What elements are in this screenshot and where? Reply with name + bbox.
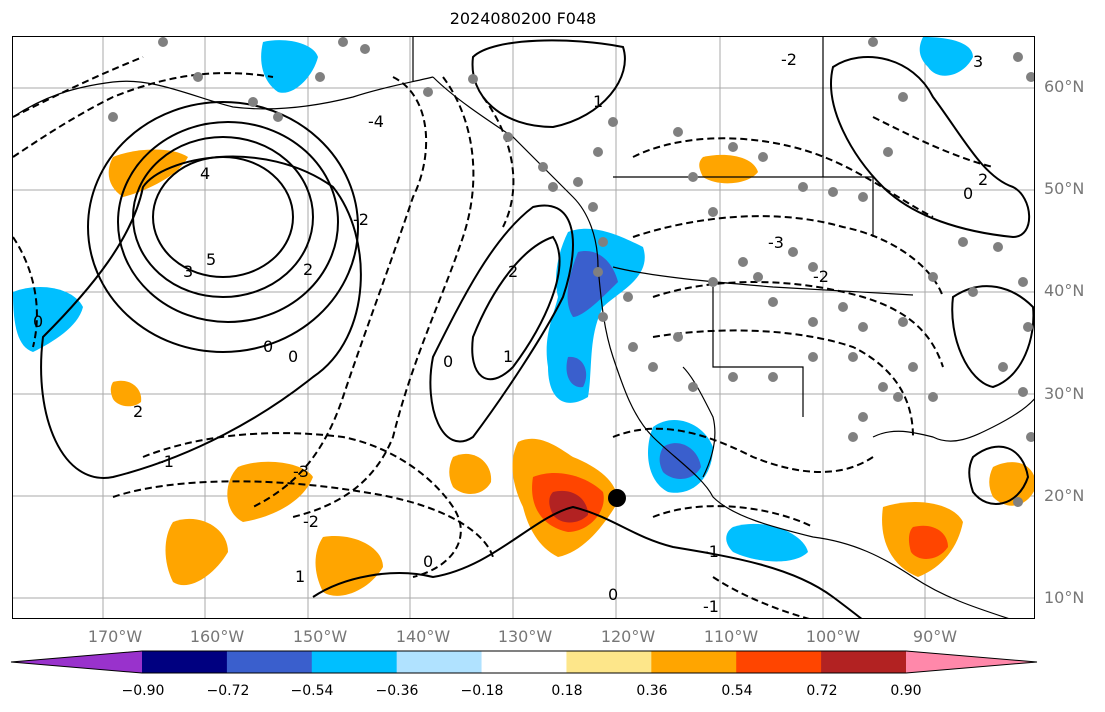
- colorbar-segment: [226, 651, 313, 673]
- shade-darkred-tropics: [549, 490, 588, 523]
- colorbar-outline: [10, 650, 1038, 674]
- lon-label: 150°W: [292, 627, 348, 646]
- contour-label: 3: [183, 262, 193, 281]
- lon-label: 140°W: [395, 627, 451, 646]
- lat-label: 50°N: [1044, 179, 1085, 198]
- map-title: 2024080200 F048: [449, 9, 597, 28]
- contour-label: 5: [206, 250, 216, 269]
- colorbar-tick-label: 0.18: [551, 683, 583, 699]
- contour-label: 2: [133, 402, 143, 421]
- contour-label: 1: [295, 567, 305, 586]
- colorbar-segments: [142, 651, 907, 673]
- colorbar-segment: [821, 651, 907, 673]
- shade-orange-hawaii: [165, 518, 228, 586]
- colorbar-tick-label: −0.36: [375, 683, 419, 699]
- colorbar-segment: [142, 651, 228, 673]
- contour-label: 2: [303, 260, 313, 279]
- lon-label: 100°W: [805, 627, 861, 646]
- lon-label: 90°W: [912, 627, 958, 646]
- contour-label: 4: [200, 164, 210, 183]
- contour-label: 1: [593, 92, 603, 111]
- contour-label: 3: [973, 52, 983, 71]
- colorbar-segment: [651, 651, 737, 673]
- map-canvas: 4 5 3 2 2 2 1 0 0 0 0 0 0 0 1 1 2 3 -1 -…: [13, 37, 1034, 618]
- station-dots: [108, 37, 1034, 507]
- colorbar-segment: [736, 651, 822, 673]
- shade-blue-pacific-west: [13, 287, 83, 352]
- shade-orange-south: [315, 536, 383, 596]
- map-panel: 4 5 3 2 2 2 1 0 0 0 0 0 0 0 1 1 2 3 -1 -…: [12, 36, 1035, 619]
- contour-label: 2: [978, 170, 988, 189]
- anomaly-shading: [13, 37, 1034, 596]
- shade-blue-east: [919, 37, 973, 76]
- contour-label: -3: [293, 462, 309, 481]
- lat-label: 20°N: [1044, 486, 1085, 505]
- colorbar: [10, 650, 1038, 674]
- colorbar-extend-max: [906, 651, 1037, 673]
- shade-orange-hawaii-north: [227, 461, 313, 522]
- contour-label: 0: [443, 352, 453, 371]
- shade-blue-gulf-alaska: [261, 40, 318, 93]
- contour-label: 2: [508, 262, 518, 281]
- lon-label: 170°W: [87, 627, 143, 646]
- lon-label: 130°W: [497, 627, 553, 646]
- lat-label: 40°N: [1044, 281, 1085, 300]
- contour-label: -2: [353, 210, 369, 229]
- shade-orange-west: [110, 380, 142, 407]
- colorbar-segment: [311, 651, 398, 673]
- lat-label: 30°N: [1044, 384, 1085, 403]
- contour-label: -2: [781, 50, 797, 69]
- colorbar-tick-label: 0.54: [721, 683, 753, 699]
- lon-label: 160°W: [189, 627, 245, 646]
- contour-label: -2: [813, 267, 829, 286]
- contour-label: 0: [263, 337, 273, 356]
- colorbar-tick-label: 0.72: [806, 683, 838, 699]
- location-marker: [608, 489, 626, 507]
- colorbar-tick-label: −0.18: [460, 683, 504, 699]
- contour-label: -1: [703, 597, 719, 616]
- contour-label: 0: [963, 184, 973, 203]
- contour-label: 1: [503, 347, 513, 366]
- contours-dashed: [13, 56, 994, 618]
- colorbar-tick-label: −0.90: [121, 683, 165, 699]
- contour-label: 0: [288, 347, 298, 366]
- colorbar-segment: [396, 651, 483, 673]
- lon-label: 120°W: [600, 627, 656, 646]
- colorbar-segment: [566, 651, 652, 673]
- contour-label: 0: [608, 585, 618, 604]
- colorbar-extend-min: [11, 651, 142, 673]
- colorbar-tick-label: 0.36: [636, 683, 668, 699]
- shade-blue-caribbean: [726, 523, 808, 562]
- contour-label: -2: [303, 512, 319, 531]
- shade-red-centralam: [908, 525, 948, 559]
- lon-label: 110°W: [703, 627, 759, 646]
- colorbar-tick-label: −0.54: [290, 683, 334, 699]
- contour-label: -1: [703, 542, 719, 561]
- lat-label: 10°N: [1044, 588, 1085, 607]
- colorbar-tick-label: −0.72: [206, 683, 250, 699]
- shade-orange-gulf: [989, 462, 1034, 506]
- shade-medblue-west-coast: [567, 251, 618, 317]
- contours: [40, 39, 1034, 618]
- shade-medblue-west-coast-2: [566, 356, 587, 388]
- contour-label: 0: [33, 312, 43, 331]
- lat-label: 60°N: [1044, 77, 1085, 96]
- contour-label: -1: [158, 452, 174, 471]
- colorbar-tick-label: 0.90: [890, 683, 922, 699]
- coastlines: [13, 37, 1034, 618]
- colorbar-segment: [481, 651, 567, 673]
- contour-labels: 4 5 3 2 2 2 1 0 0 0 0 0 0 0 1 1 2 3 -1 -…: [33, 50, 988, 616]
- shade-orange-midwest: [699, 154, 758, 184]
- contour-label: 0: [423, 552, 433, 571]
- shade-orange-central: [449, 453, 492, 494]
- contour-label: -3: [768, 233, 784, 252]
- contour-label: -4: [368, 112, 384, 131]
